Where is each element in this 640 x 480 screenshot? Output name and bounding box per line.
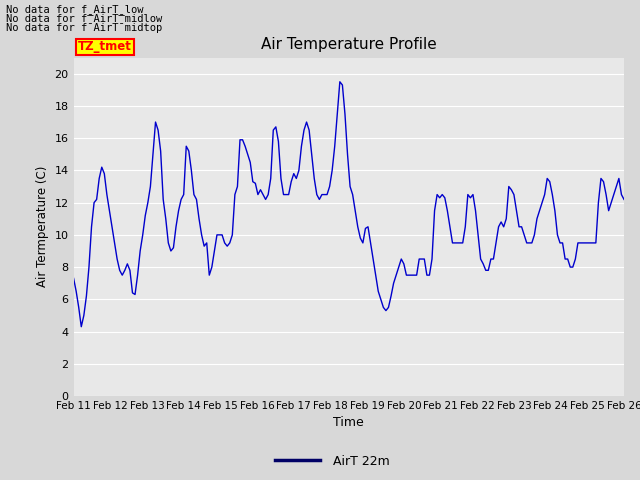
Text: No data for f¯AirT¯midtop: No data for f¯AirT¯midtop bbox=[6, 23, 163, 33]
Text: AirT 22m: AirT 22m bbox=[333, 455, 390, 468]
Title: Air Temperature Profile: Air Temperature Profile bbox=[261, 37, 436, 52]
Y-axis label: Air Termperature (C): Air Termperature (C) bbox=[36, 166, 49, 288]
X-axis label: Time: Time bbox=[333, 417, 364, 430]
Text: TZ_tmet: TZ_tmet bbox=[78, 40, 132, 53]
Text: No data for f¯AirT¯midlow: No data for f¯AirT¯midlow bbox=[6, 13, 163, 24]
Text: No data for f_AirT_low: No data for f_AirT_low bbox=[6, 4, 144, 15]
